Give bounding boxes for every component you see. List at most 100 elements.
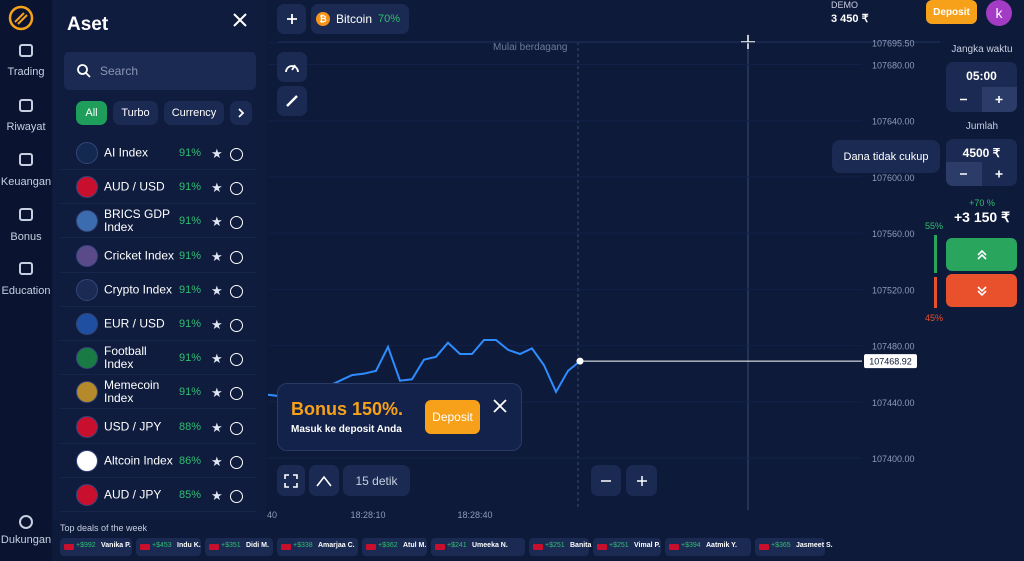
asset-row[interactable] <box>60 136 256 170</box>
deal-amount: +$351 <box>221 542 241 549</box>
chart-type[interactable] <box>309 465 339 496</box>
info-icon[interactable] <box>230 250 243 264</box>
up-button[interactable] <box>946 238 1017 271</box>
nav-item[interactable]: Education <box>1 285 51 297</box>
deal-amount: +$992 <box>76 542 96 549</box>
nav-item[interactable]: Keuangan <box>0 176 52 188</box>
asset-row[interactable] <box>60 410 256 444</box>
asset-name: USD / JPY <box>104 419 162 434</box>
deal-name: Umeeka N. <box>472 542 508 549</box>
asset-payout: 88% <box>179 420 202 433</box>
info-icon[interactable] <box>230 182 243 196</box>
asset-row[interactable] <box>60 375 256 410</box>
filter-tab[interactable]: All <box>76 101 107 125</box>
filter-tab[interactable]: Turbo <box>113 101 158 125</box>
favorite-icon[interactable]: ★ <box>211 453 223 469</box>
asset-row[interactable] <box>60 307 256 341</box>
search-box[interactable] <box>64 52 256 90</box>
nav-icon <box>19 44 33 57</box>
asset-row[interactable] <box>60 273 256 307</box>
asset-row[interactable] <box>60 239 256 273</box>
close-icon[interactable] <box>232 12 248 28</box>
fullscreen[interactable] <box>277 465 305 496</box>
asset-row[interactable] <box>60 341 256 376</box>
nav-item[interactable]: Trading <box>7 66 45 78</box>
deal-name: Banita R. <box>570 542 601 549</box>
asset-payout: 91% <box>179 283 202 296</box>
amount-steppers[interactable] <box>946 162 1017 186</box>
time-value: 05:00 <box>966 69 997 83</box>
down-button[interactable] <box>946 274 1017 307</box>
account-type[interactable]: DEMO <box>831 0 858 10</box>
favorite-icon[interactable]: ★ <box>211 282 223 298</box>
avatar[interactable]: k <box>986 0 1012 26</box>
y-tick-label: 107680.00 <box>872 60 915 70</box>
info-icon[interactable] <box>230 319 243 332</box>
favorite-icon[interactable]: ★ <box>211 248 223 264</box>
down-bar <box>934 277 937 308</box>
asset-row[interactable] <box>60 478 256 512</box>
filter-tab[interactable]: Currency <box>164 101 224 125</box>
y-tick-label: 107695.50 <box>872 39 915 49</box>
logo[interactable] <box>8 5 34 31</box>
deal-flag <box>281 544 291 550</box>
info-icon[interactable] <box>230 353 243 367</box>
indicator-tool[interactable] <box>277 52 307 82</box>
deal-amount: +$394 <box>681 542 701 549</box>
asset-name: AUD / JPY <box>104 487 162 502</box>
deal-amount: +$251 <box>609 542 629 549</box>
asset-row[interactable] <box>60 444 256 478</box>
info-icon[interactable] <box>230 216 243 230</box>
info-icon[interactable] <box>230 490 243 503</box>
zoom-in[interactable] <box>626 465 657 496</box>
asset-name: EUR / USD <box>104 316 165 331</box>
favorite-icon[interactable]: ★ <box>211 385 223 401</box>
asset-name: AI Index <box>104 145 149 160</box>
period[interactable]: 15 detik <box>343 465 410 496</box>
asset-row[interactable] <box>60 170 256 205</box>
asset-name: Cricket Index <box>104 248 175 263</box>
asset-icon <box>76 313 98 335</box>
favorite-icon[interactable]: ★ <box>211 488 223 503</box>
y-tick-label: 107480.00 <box>872 342 915 352</box>
favorite-icon[interactable]: ★ <box>211 180 223 196</box>
filter-next[interactable] <box>230 101 252 125</box>
favorite-icon[interactable]: ★ <box>211 214 223 230</box>
deal-amount: +$362 <box>378 542 398 549</box>
asset-icon <box>76 449 98 472</box>
support-icon <box>19 515 33 529</box>
search-placeholder: Search <box>100 64 139 78</box>
nav-item[interactable]: Riwayat <box>6 121 46 133</box>
asset-name: BRICS GDP Index <box>104 207 170 235</box>
zoom-out[interactable] <box>591 465 621 496</box>
nav-support[interactable]: Dukungan <box>0 534 52 546</box>
asset-payout: 70% <box>378 13 401 25</box>
deal-chip <box>755 538 825 556</box>
x-tick-label: 18:28:40 <box>457 510 492 520</box>
info-icon[interactable] <box>230 455 243 469</box>
favorite-icon[interactable]: ★ <box>211 419 223 435</box>
info-icon[interactable] <box>230 284 243 298</box>
deal-chip <box>431 538 525 556</box>
deposit-button[interactable]: Deposit <box>926 0 977 24</box>
info-icon[interactable] <box>230 148 243 161</box>
favorite-icon[interactable]: ★ <box>211 146 223 161</box>
add-chart[interactable] <box>277 4 306 34</box>
bonus-close[interactable] <box>493 399 507 413</box>
favorite-icon[interactable]: ★ <box>211 351 223 367</box>
asset-row[interactable] <box>60 204 256 239</box>
asset-payout: 91% <box>179 215 202 228</box>
favorite-icon[interactable]: ★ <box>211 317 223 332</box>
y-tick-label: 107440.00 <box>872 398 915 408</box>
nav-item[interactable]: Bonus <box>10 231 42 243</box>
info-icon[interactable] <box>230 387 243 401</box>
info-icon[interactable] <box>230 421 243 435</box>
bonus-text: Masuk ke deposit Anda <box>291 424 402 435</box>
bonus-deposit[interactable]: Deposit <box>425 400 480 434</box>
deal-flag <box>759 544 769 550</box>
draw-tool[interactable] <box>277 86 307 116</box>
deal-flag <box>435 544 445 550</box>
up-pct: 55% <box>925 221 944 231</box>
time-steppers[interactable] <box>946 87 1017 112</box>
